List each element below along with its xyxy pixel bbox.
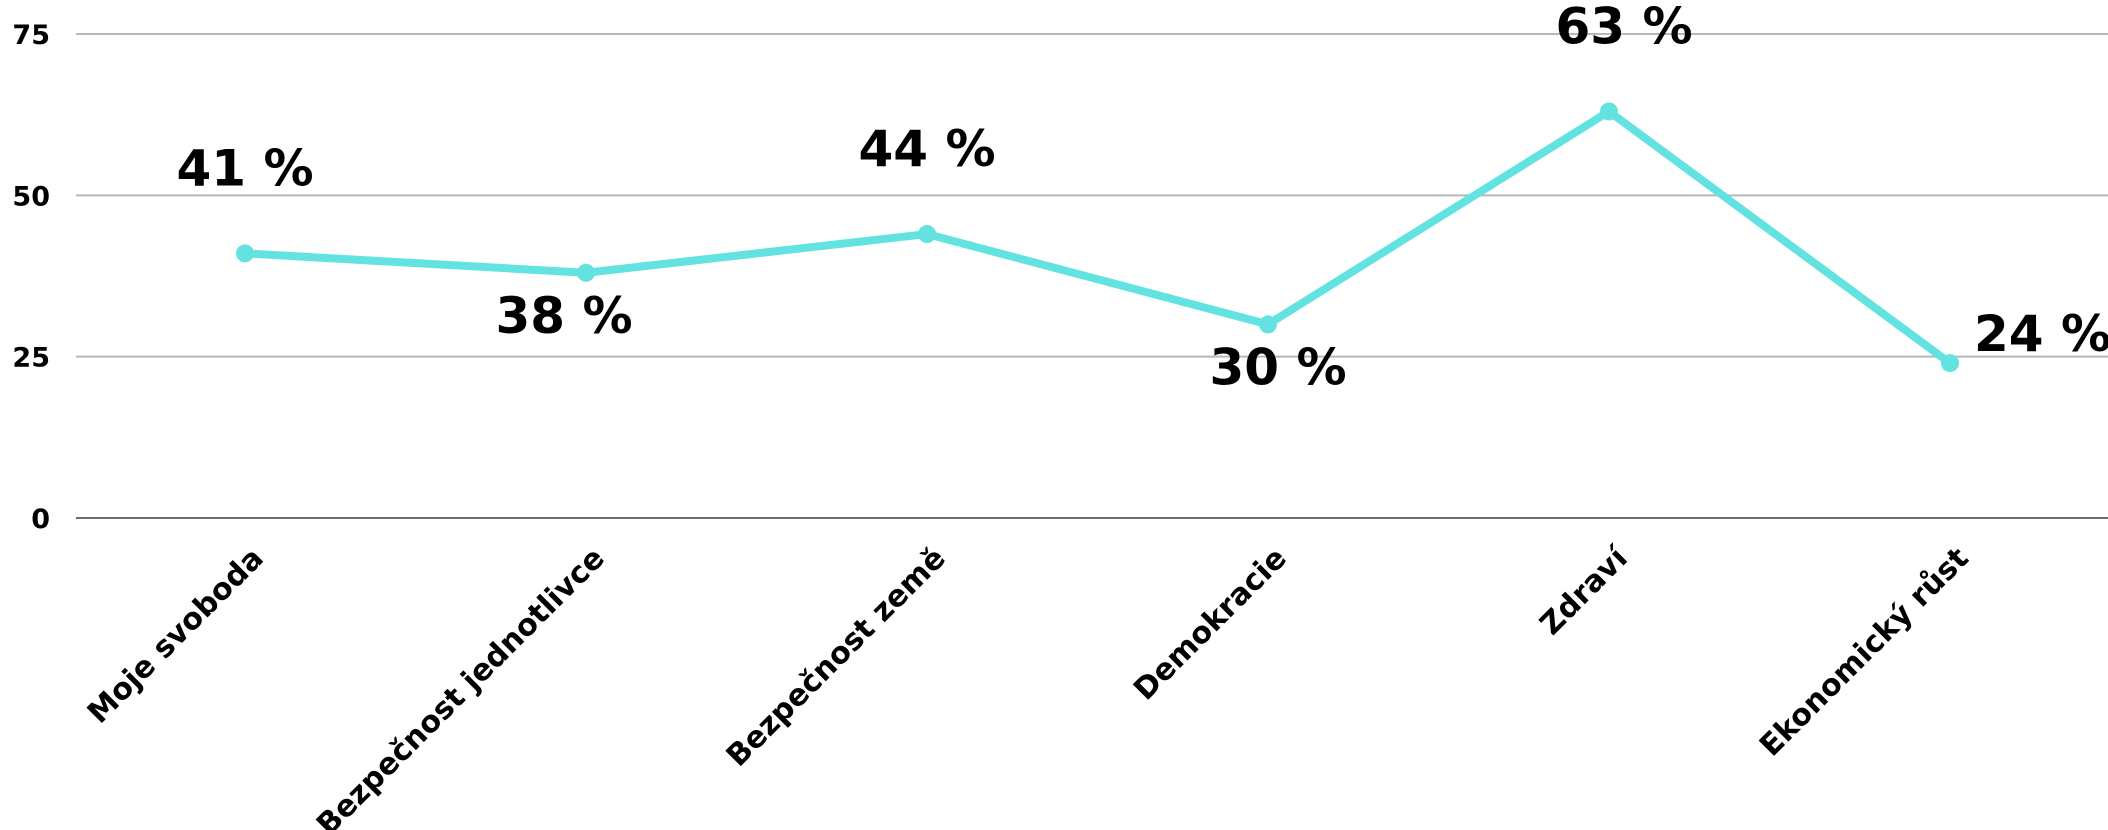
x-tick-label: Moje svoboda xyxy=(81,541,271,731)
y-tick-label: 25 xyxy=(12,343,50,374)
y-tick-label: 0 xyxy=(31,504,50,535)
data-labels: 41 % 38 % 44 % 30 % 63 % 24 % xyxy=(176,0,2108,396)
x-axis: Moje svoboda Bezpečnost jednotlivce Bezpeč… xyxy=(81,540,1976,830)
x-tick-label: Bezpečnost země xyxy=(720,541,953,774)
series-polyline xyxy=(241,107,1954,368)
x-tick-label: Ekonomický růst xyxy=(1752,540,1975,763)
data-label: 30 % xyxy=(1209,338,1346,396)
data-label: 63 % xyxy=(1555,0,1692,55)
data-point xyxy=(236,244,254,263)
gridlines xyxy=(76,33,2108,519)
data-label: 38 % xyxy=(495,287,632,345)
data-point xyxy=(1941,354,1959,373)
y-tick-label: 75 xyxy=(12,20,50,51)
y-axis: 0 25 50 75 xyxy=(12,20,50,535)
y-tick-label: 50 xyxy=(12,181,50,212)
data-label: 24 % xyxy=(1974,305,2108,363)
data-point xyxy=(1259,315,1277,334)
x-tick-label: Bezpečnost jednotlivce xyxy=(310,541,612,830)
data-label: 44 % xyxy=(858,120,995,178)
x-tick-label: Zdraví xyxy=(1533,540,1635,642)
data-label: 41 % xyxy=(176,139,313,197)
data-point xyxy=(918,225,936,244)
series-line xyxy=(236,102,1959,373)
x-tick-label: Demokracie xyxy=(1127,541,1294,708)
data-point xyxy=(577,263,595,282)
data-point xyxy=(1600,102,1618,121)
